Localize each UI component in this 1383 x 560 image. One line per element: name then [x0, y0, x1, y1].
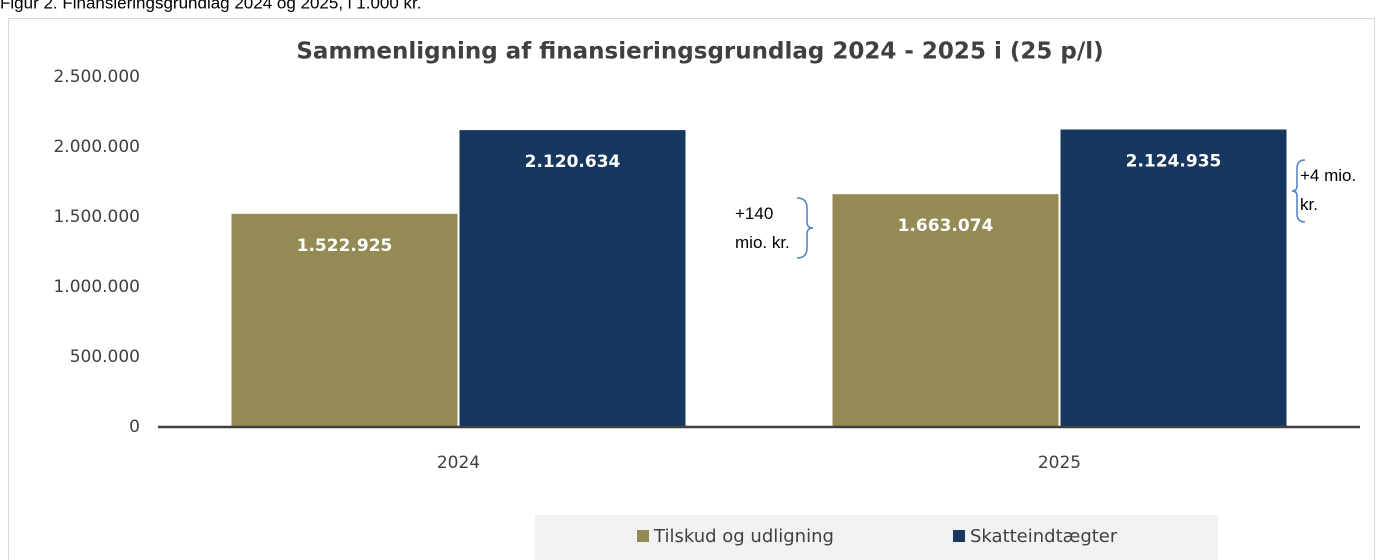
legend-label: Tilskud og udligning [653, 526, 834, 547]
value-label: 2.124.935 [1126, 152, 1222, 172]
y-tick-label: 1.000.000 [53, 277, 140, 297]
value-label: 1.522.925 [297, 236, 393, 256]
y-tick-label: 500.000 [70, 347, 140, 367]
bar [832, 194, 1059, 427]
y-tick-label: 0 [129, 417, 140, 437]
x-tick-label: 2024 [437, 453, 480, 473]
legend-swatch [953, 530, 965, 542]
value-label: 2.120.634 [525, 152, 621, 172]
legend-swatch [637, 530, 649, 542]
brace [1291, 159, 1306, 223]
x-tick-label: 2025 [1038, 453, 1081, 473]
brace [796, 197, 814, 259]
bar [231, 213, 458, 427]
chart-title: Sammenligning af finansieringsgrundlag 2… [296, 39, 1103, 65]
bar [459, 130, 686, 427]
bar [1060, 129, 1287, 427]
legend-label: Skatteindtægter [970, 526, 1118, 547]
value-label: 1.663.074 [898, 216, 994, 236]
y-tick-label: 2.000.000 [53, 137, 140, 157]
y-tick-label: 2.500.000 [53, 67, 140, 87]
annotation: +4 mio. kr. [1300, 166, 1357, 214]
caption: Figur 2. Finansieringsgrundlag 2024 og 2… [0, 0, 422, 12]
y-tick-label: 1.500.000 [53, 207, 140, 227]
annotation: +140 mio. kr. [735, 204, 790, 252]
